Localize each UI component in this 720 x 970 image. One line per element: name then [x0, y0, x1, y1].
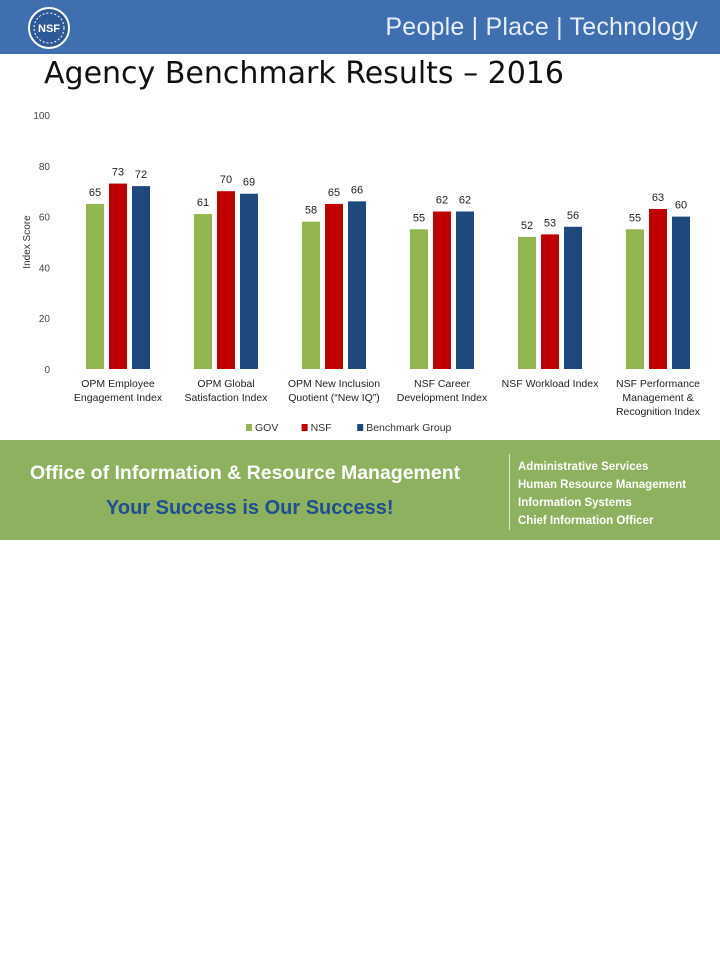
data-label: 63 [652, 192, 664, 204]
legend-label: GOV [255, 422, 278, 434]
data-label: 55 [413, 212, 425, 224]
y-tick-label: 20 [39, 314, 51, 325]
bar-nsf [433, 211, 451, 369]
x-category-label: Development Index [397, 392, 488, 404]
x-category-label: NSF Performance [616, 378, 700, 390]
bar-nsf [649, 208, 667, 369]
data-label: 56 [567, 210, 579, 222]
bar-benchmark-group [240, 193, 258, 369]
x-category-label: Recognition Index [616, 406, 701, 418]
bar-gov [518, 236, 536, 369]
bar-chart: 0 20 40 60 80 100 Index Score 65 73 72 OPM Employe… [22, 111, 701, 434]
bar-gov [86, 203, 104, 369]
bar-gov [626, 229, 644, 369]
data-label: 66 [351, 184, 363, 196]
x-category-label: NSF Career [414, 378, 471, 390]
bar-gov [302, 221, 320, 369]
nsf-logo: NSF [28, 7, 70, 49]
logo-text: NSF [38, 23, 60, 35]
y-axis-label: Index Score [22, 215, 33, 269]
footer-office-name: Office of Information & Resource Managem… [30, 462, 461, 484]
bar-nsf [217, 191, 235, 369]
data-label: 52 [521, 220, 533, 232]
slide-title: Agency Benchmark Results – 2016 [44, 56, 564, 91]
x-category-label: OPM Global [197, 378, 254, 390]
y-tick-label: 80 [39, 162, 51, 173]
header-bar: NSF People | Place | Technology [0, 0, 720, 54]
data-label: 62 [436, 195, 448, 207]
bar-gov [410, 229, 428, 369]
footer-division-item: Chief Information Officer [518, 515, 654, 527]
footer-slogan: Your Success is Our Success! [106, 497, 394, 519]
bar-benchmark-group [672, 216, 690, 369]
y-tick-label: 60 [39, 213, 51, 224]
x-category-label: Satisfaction Index [185, 392, 269, 404]
data-label: 69 [243, 177, 255, 189]
bar-benchmark-group [456, 211, 474, 369]
data-label: 55 [629, 212, 641, 224]
x-category-label: NSF Workload Index [502, 378, 599, 390]
bar-nsf [541, 234, 559, 369]
x-category-label: OPM New Inclusion [288, 378, 380, 390]
bar-nsf [325, 203, 343, 369]
data-label: 53 [544, 217, 556, 229]
bar-gov [194, 214, 212, 369]
y-tick-label: 40 [39, 263, 51, 274]
bar-benchmark-group [564, 226, 582, 369]
data-label: 58 [305, 205, 317, 217]
legend-swatch [357, 424, 364, 431]
data-label: 72 [135, 169, 147, 181]
legend-swatch [301, 424, 308, 431]
x-category-label: Quotient (“New IQ”) [288, 392, 380, 404]
legend-label: NSF [311, 422, 332, 434]
page-number: 9 [704, 958, 711, 970]
x-category-label: Engagement Index [74, 392, 163, 404]
bar-nsf [109, 183, 127, 369]
x-category-label: OPM Employee [81, 378, 155, 390]
data-label: 73 [112, 167, 124, 179]
data-label: 65 [89, 187, 101, 199]
data-label: 60 [675, 200, 687, 212]
bar-benchmark-group [348, 201, 366, 369]
footer-division-item: Administrative Services [518, 461, 649, 473]
data-label: 65 [328, 187, 340, 199]
footer-banner: Office of Information & Resource Managem… [0, 440, 720, 970]
footer-divider [509, 454, 510, 530]
data-label: 61 [197, 197, 209, 209]
x-category-label: Management & [622, 392, 693, 404]
footer-division-item: Human Resource Management [518, 479, 687, 491]
legend-swatch [246, 424, 252, 431]
footer-division-item: Information Systems [518, 497, 632, 509]
data-label: 70 [220, 174, 232, 186]
y-tick-label: 0 [44, 365, 50, 376]
y-tick-label: 100 [33, 111, 50, 122]
bar-benchmark-group [132, 186, 150, 369]
data-label: 62 [459, 195, 471, 207]
legend-label: Benchmark Group [366, 422, 451, 434]
header-tagline: People | Place | Technology [385, 13, 698, 41]
footer-division-list: Administrative Services Human Resource M… [518, 458, 686, 530]
